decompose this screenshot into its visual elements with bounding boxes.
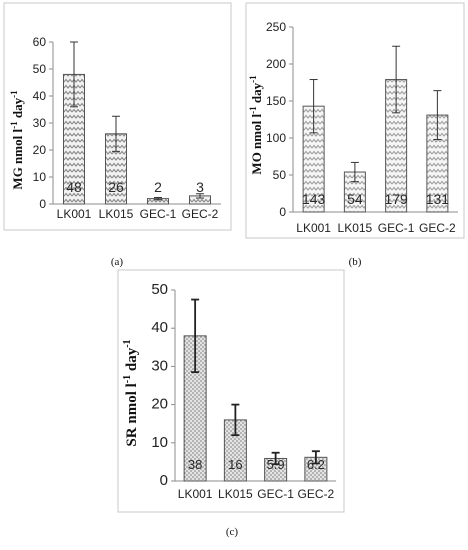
panel-a-y-tick-label: 20 (33, 143, 47, 157)
panel-a-data-label: 26 (108, 179, 124, 195)
panel-c-y-tick-label: 40 (151, 319, 168, 336)
panel-b-data-label: 143 (302, 191, 326, 207)
panel-b-data-label: 179 (384, 191, 408, 207)
panel-c-y-tick-label: 50 (151, 281, 168, 298)
panel-a-data-label: 2 (154, 179, 162, 195)
panel-a-y-tick-label: 60 (33, 35, 47, 49)
panel-a-plot: 0 10 20 30 40 50 60 48 LK001 26 LK015 2 GEC-1 3 GEC-2 (33, 35, 221, 221)
panel-a-ylabel-text: MG nmol l-1 day-1 (9, 90, 25, 190)
panel-c-y-tick-label: 0 (160, 472, 168, 489)
panel-b-caption: (b) (349, 256, 362, 268)
panel-b-y-tick-label: 100 (266, 131, 286, 145)
panel-a-y-tick-label: 30 (33, 116, 47, 130)
panel-b-ylabel: MO nmol l-1 day-1 (248, 75, 264, 175)
panel-c: SR nmol l-1 day-1 0 10 20 30 40 50 38 LK001 16 LK… (117, 269, 345, 538)
panel-c-category-label: LK015 (218, 487, 253, 501)
panel-c-data-label: 16 (228, 457, 242, 472)
panel-a-category-label: GEC-2 (182, 207, 219, 221)
panel-a-ylabel: MG nmol l-1 day-1 (9, 90, 25, 190)
panel-c-category-label: LK001 (178, 487, 213, 501)
panel-a: MG nmol l-1 day-1 0 10 20 30 40 50 60 48 LK001 26… (3, 2, 232, 268)
panel-b-plot: 0 50 100 150 200 250 143 LK001 54 LK015 179 GEC-1 13… (266, 20, 458, 235)
panel-b-y-tick-label: 0 (279, 205, 286, 219)
panel-a-category-label: LK001 (57, 207, 92, 221)
panel-b-y-tick-label: 250 (266, 20, 286, 34)
panel-a-category-label: LK015 (99, 207, 134, 221)
panel-c-plot: 0 10 20 30 40 50 38 LK001 16 LK015 5.9 GEC-1 6.2 GEC-… (151, 281, 336, 501)
panel-b-category-label: GEC-2 (419, 221, 456, 235)
panel-c-category-label: GEC-1 (257, 487, 294, 501)
panel-c-ylabel-text: SR nmol l-1 day-1 (122, 339, 140, 446)
panel-c-data-label: 6.2 (307, 457, 325, 472)
panel-b-category-label: GEC-1 (378, 221, 415, 235)
panel-b: MO nmol l-1 day-1 0 50 100 150 200 250 143 LK00… (245, 2, 465, 268)
panel-a-caption: (a) (111, 256, 124, 268)
panel-a-y-tick-label: 10 (33, 170, 47, 184)
panel-b-category-label: LK015 (338, 221, 373, 235)
panel-a-y-tick-label: 40 (33, 89, 47, 103)
panel-c-category-label: GEC-2 (298, 487, 335, 501)
panel-a-y-tick-label: 50 (33, 62, 47, 76)
panel-c-data-label: 38 (188, 457, 202, 472)
panel-b-category-label: LK001 (296, 221, 331, 235)
panel-b-y-tick-label: 200 (266, 57, 286, 71)
panel-b-y-tick-label: 50 (273, 168, 287, 182)
panel-c-y-tick-label: 30 (151, 357, 168, 374)
panel-b-ylabel-text: MO nmol l-1 day-1 (248, 75, 264, 175)
panel-c-data-label: 5.9 (267, 457, 285, 472)
panel-b-data-label: 131 (426, 191, 450, 207)
panel-c-ylabel: SR nmol l-1 day-1 (122, 339, 140, 446)
panel-c-caption: (c) (226, 526, 239, 538)
panel-a-y-tick-label: 0 (39, 197, 46, 211)
panel-b-data-label: 54 (347, 191, 363, 207)
panel-c-y-tick-label: 20 (151, 396, 168, 413)
panel-b-y-tick-label: 150 (266, 94, 286, 108)
panel-c-y-tick-label: 10 (151, 434, 168, 451)
panel-a-data-label: 48 (66, 179, 82, 195)
panel-a-data-label: 3 (196, 179, 204, 195)
panel-a-category-label: GEC-1 (140, 207, 177, 221)
